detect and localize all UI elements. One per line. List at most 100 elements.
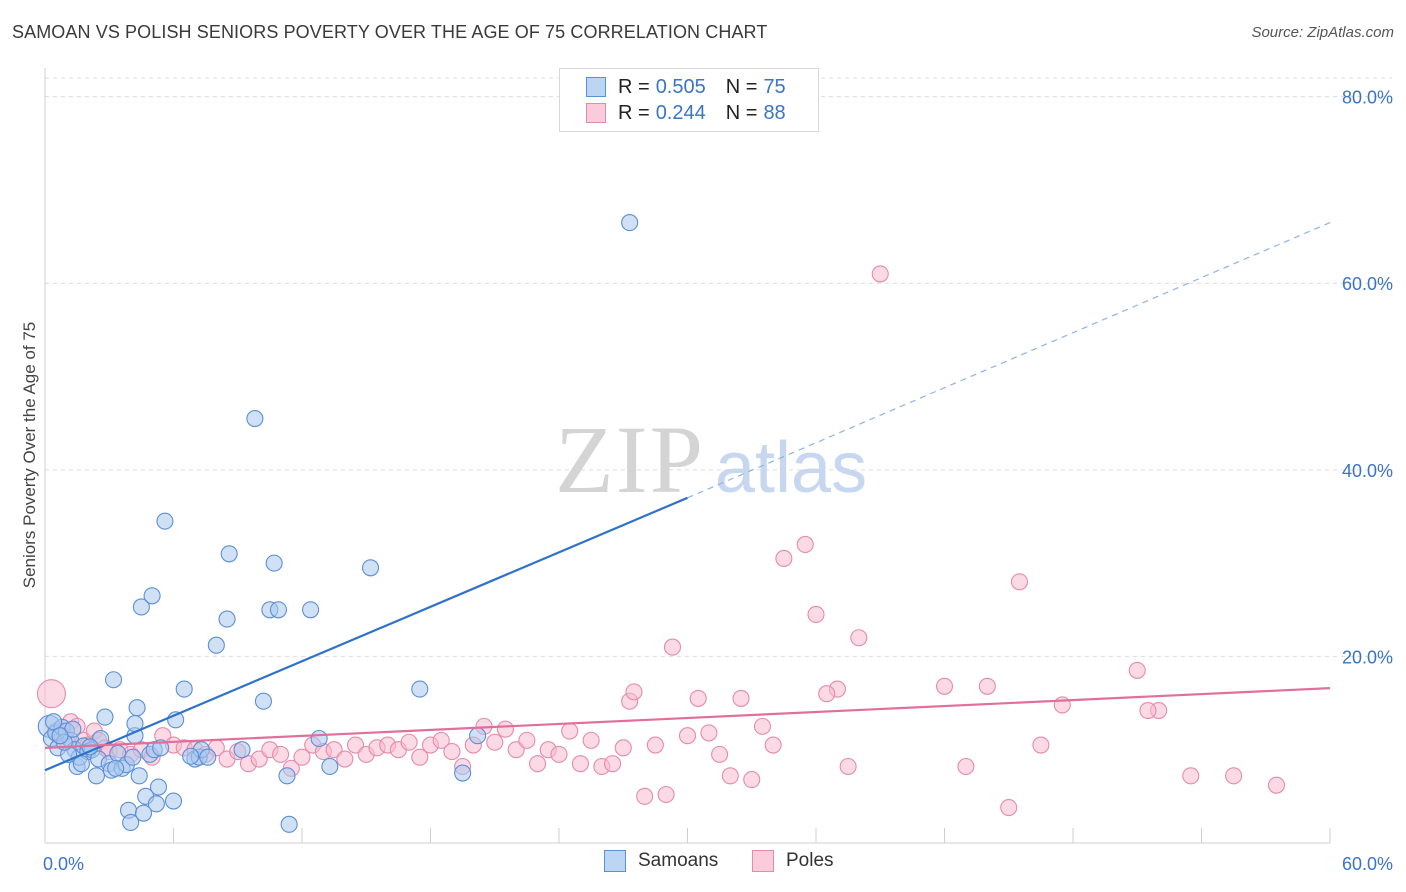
samoans-point (107, 759, 125, 777)
grid-lines (45, 77, 1392, 657)
poles-point (346, 736, 365, 754)
x-tick-label: 60.0% (1342, 854, 1393, 874)
poles-point (614, 739, 632, 757)
samoans-point (233, 741, 251, 759)
poles-point (839, 757, 857, 776)
samoans-point (132, 598, 150, 616)
poles-point (1032, 736, 1050, 754)
samoans-point (96, 708, 114, 726)
poles-point (411, 748, 429, 766)
poles-point (603, 755, 622, 773)
legend-row-poles: R = 0.244 N = 88 (586, 100, 786, 126)
legend-n-label: N = (725, 75, 758, 98)
samoans-point (310, 729, 328, 748)
samoans-point (207, 636, 225, 654)
poles-point (325, 741, 343, 759)
samoans-point (149, 778, 168, 796)
legend-r-label: R = (618, 101, 650, 124)
series-legend-samoans: Samoans (604, 850, 718, 872)
poles-point (272, 745, 290, 763)
samoans-point (220, 545, 238, 563)
samoans-point (621, 214, 639, 232)
legend-r-value: 0.244 (655, 101, 706, 124)
y-tick-label: 40.0% (1342, 461, 1393, 481)
samoans-point (454, 764, 472, 782)
y-tick-label: 80.0% (1342, 88, 1393, 108)
y-tick-label: 20.0% (1342, 647, 1393, 667)
poles-point (1225, 767, 1243, 785)
legend-r-label: R = (618, 75, 650, 98)
poles-point (978, 677, 996, 695)
poles-point (935, 677, 954, 695)
samoans-point (182, 747, 200, 765)
samoans-point (130, 767, 148, 785)
source-credit: Source: ZipAtlas.com (1251, 24, 1394, 41)
poles-point (250, 750, 268, 768)
poles-point (711, 745, 729, 763)
legend-row-samoans: R = 0.505 N = 75 (586, 74, 786, 100)
legend-n-value: 88 (763, 101, 786, 124)
poles-point (496, 720, 515, 738)
series-swatch-samoans (604, 850, 626, 872)
poles-point (432, 731, 450, 749)
poles-point (678, 727, 697, 745)
poles-point (336, 750, 354, 768)
samoans-point (246, 409, 264, 428)
trend-lines (44, 222, 1331, 772)
samoans-point (361, 559, 380, 577)
samoans-point (45, 713, 63, 731)
watermark-atlas: atlas (715, 428, 867, 508)
samoans-point (278, 767, 296, 785)
series-legend-poles: Poles (752, 850, 834, 872)
poles-point (1182, 767, 1200, 785)
samoans-trend-extension (687, 222, 1331, 499)
samoans-point (152, 739, 170, 757)
samoans-point (302, 601, 320, 619)
samoans-point (199, 748, 217, 766)
legend-n-label: N = (725, 101, 758, 124)
samoans-point (104, 671, 123, 689)
poles-point (663, 638, 682, 656)
poles-point (657, 785, 675, 804)
poles-point (550, 745, 568, 763)
poles-point (529, 755, 547, 773)
poles-point (732, 689, 750, 707)
poles-point (571, 755, 589, 773)
samoans-point (134, 804, 153, 822)
watermark-zip: ZIP (555, 406, 705, 513)
axes (44, 68, 1331, 844)
poles-point (871, 265, 889, 283)
samoans-point (147, 795, 165, 813)
chart-title: SAMOAN VS POLISH SENIORS POVERTY OVER TH… (12, 22, 768, 42)
samoans-point (143, 587, 161, 605)
samoans-point (128, 699, 146, 717)
poles-point (561, 722, 579, 740)
x-tick-label: 0.0% (43, 854, 84, 874)
samoans-point (175, 680, 193, 698)
samoans-trend-line (44, 496, 688, 772)
poles-point (753, 717, 772, 735)
samoans-points (37, 214, 639, 833)
poles-point (689, 689, 707, 707)
series-legend: Samoans Poles (0, 850, 1406, 878)
poles-point (1000, 798, 1018, 817)
poles-point (818, 685, 836, 703)
samoans-point (411, 680, 429, 698)
poles-point (518, 731, 536, 749)
poles-trend-line (44, 687, 1331, 749)
samoans-point (280, 815, 298, 833)
correlation-legend: R = 0.505 N = 75 R = 0.244 N = 88 (559, 68, 819, 132)
poles-point (721, 767, 739, 785)
poles-point (1128, 661, 1146, 679)
samoans-point (164, 792, 183, 810)
poles-point (1010, 573, 1029, 591)
samoans-point (122, 813, 140, 832)
samoans-point (469, 727, 487, 745)
poles-point (486, 733, 504, 751)
samoans-point (87, 767, 105, 785)
poles-point (700, 724, 718, 742)
poles-point (400, 733, 418, 751)
y-axis-label: Seniors Poverty Over the Age of 75 (20, 321, 39, 589)
poles-point (743, 771, 761, 789)
